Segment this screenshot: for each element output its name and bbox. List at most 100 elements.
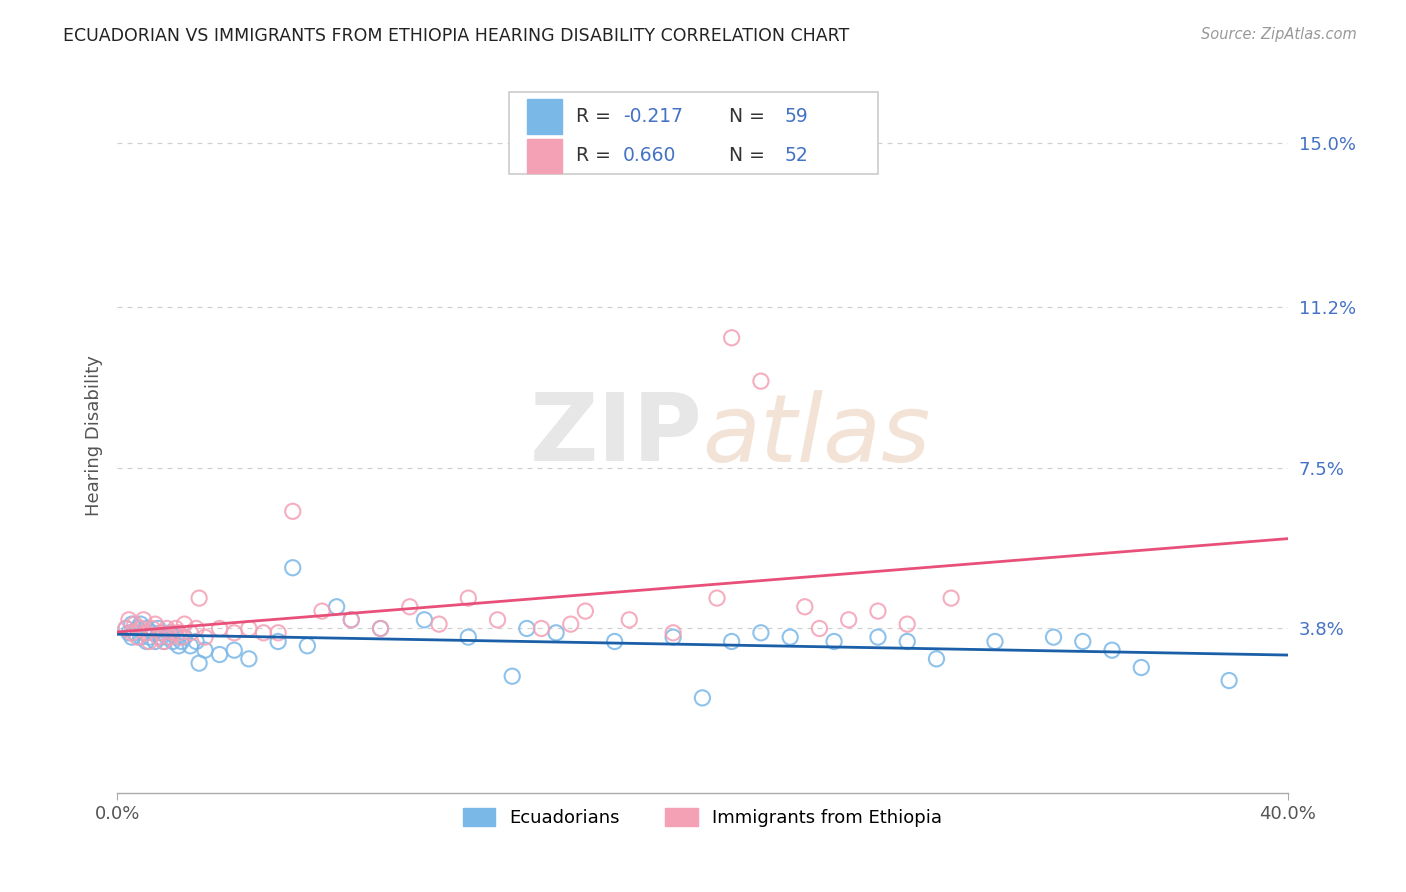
Point <box>135 625 157 640</box>
Point <box>159 630 181 644</box>
Point <box>1101 643 1123 657</box>
Point <box>129 617 152 632</box>
Point <box>238 622 260 636</box>
Point <box>167 639 190 653</box>
Point <box>146 622 169 636</box>
Point <box>252 625 274 640</box>
Point <box>165 622 187 636</box>
Y-axis label: Hearing Disability: Hearing Disability <box>86 355 103 516</box>
Point <box>560 617 582 632</box>
Point <box>138 630 160 644</box>
Point <box>115 622 138 636</box>
Legend: Ecuadorians, Immigrants from Ethiopia: Ecuadorians, Immigrants from Ethiopia <box>456 801 949 834</box>
Point <box>370 622 392 636</box>
Text: Source: ZipAtlas.com: Source: ZipAtlas.com <box>1201 27 1357 42</box>
Point <box>188 591 211 606</box>
Point <box>516 622 538 636</box>
Point <box>150 625 173 640</box>
FancyBboxPatch shape <box>509 92 877 174</box>
Point <box>188 656 211 670</box>
Point <box>124 617 146 632</box>
Point <box>1042 630 1064 644</box>
Point <box>124 625 146 640</box>
Point <box>486 613 509 627</box>
Bar <box>527 139 562 173</box>
Point <box>603 634 626 648</box>
Text: N =: N = <box>710 107 770 126</box>
Point <box>127 622 149 636</box>
Point <box>267 625 290 640</box>
Point <box>793 599 815 614</box>
Point <box>121 630 143 644</box>
Point <box>340 613 363 627</box>
Point <box>808 622 831 636</box>
Point <box>135 634 157 648</box>
Point <box>662 625 685 640</box>
Point <box>706 591 728 606</box>
Point <box>129 622 152 636</box>
Point <box>173 617 195 632</box>
Point <box>118 613 141 627</box>
Point <box>153 634 176 648</box>
Point <box>662 630 685 644</box>
Point <box>208 648 231 662</box>
Point <box>186 622 208 636</box>
Point <box>179 639 201 653</box>
Text: -0.217: -0.217 <box>623 107 683 126</box>
Text: 59: 59 <box>785 107 808 126</box>
Point <box>311 604 333 618</box>
Point <box>238 652 260 666</box>
Point <box>129 630 152 644</box>
Point <box>866 630 889 644</box>
Point <box>720 634 742 648</box>
Point <box>156 630 179 644</box>
Point <box>984 634 1007 648</box>
Point <box>896 617 918 632</box>
Point <box>325 599 347 614</box>
Point <box>165 630 187 644</box>
Point <box>1218 673 1240 688</box>
Point <box>925 652 948 666</box>
Point <box>546 625 568 640</box>
Point <box>156 622 179 636</box>
Point <box>135 622 157 636</box>
Text: R =: R = <box>576 146 617 166</box>
Point <box>179 625 201 640</box>
Point <box>1071 634 1094 648</box>
Text: ZIP: ZIP <box>530 390 703 482</box>
Point <box>138 634 160 648</box>
Point <box>159 625 181 640</box>
Point <box>162 625 184 640</box>
Point <box>127 630 149 644</box>
Text: atlas: atlas <box>703 390 931 481</box>
Point <box>146 630 169 644</box>
Text: ECUADORIAN VS IMMIGRANTS FROM ETHIOPIA HEARING DISABILITY CORRELATION CHART: ECUADORIAN VS IMMIGRANTS FROM ETHIOPIA H… <box>63 27 849 45</box>
Point <box>939 591 962 606</box>
Point <box>132 625 155 640</box>
Point <box>823 634 845 648</box>
Point <box>167 625 190 640</box>
Point <box>413 613 436 627</box>
Point <box>281 504 304 518</box>
Point <box>297 639 319 653</box>
Point <box>224 643 246 657</box>
Point <box>457 630 479 644</box>
Point <box>170 634 193 648</box>
Point <box>170 630 193 644</box>
Point <box>143 634 166 648</box>
Text: R =: R = <box>576 107 617 126</box>
Point <box>749 625 772 640</box>
Text: N =: N = <box>710 146 770 166</box>
Point <box>150 625 173 640</box>
Point <box>121 625 143 640</box>
Point <box>619 613 641 627</box>
Point <box>194 630 217 644</box>
Point <box>194 643 217 657</box>
Point <box>1130 660 1153 674</box>
Point <box>501 669 523 683</box>
Point <box>173 630 195 644</box>
Point <box>281 560 304 574</box>
Bar <box>527 99 562 134</box>
Point <box>153 634 176 648</box>
Point <box>208 622 231 636</box>
